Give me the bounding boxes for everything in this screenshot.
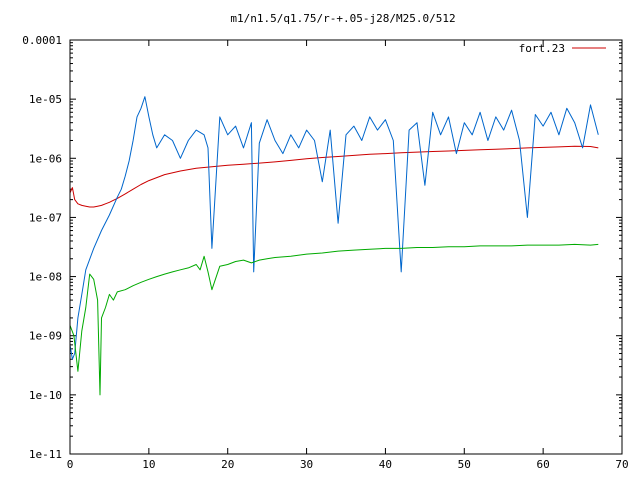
x-tick-label: 60 bbox=[537, 458, 550, 471]
y-tick-label: 1e-11 bbox=[29, 448, 62, 461]
chart-title: m1/n1.5/q1.75/r-+.05-j28/M25.0/512 bbox=[230, 12, 455, 25]
y-tick-label: 0.0001 bbox=[22, 34, 62, 47]
plot-frame bbox=[69, 39, 623, 455]
x-tick-label: 0 bbox=[67, 458, 74, 471]
series-line-unnamed-1 bbox=[69, 96, 599, 360]
x-tick-label: 30 bbox=[300, 458, 313, 471]
y-tick-label: 1e-06 bbox=[29, 152, 62, 165]
y-tick-label: 1e-05 bbox=[29, 93, 62, 106]
y-tick-label: 1e-10 bbox=[29, 389, 62, 402]
y-tick-label: 1e-08 bbox=[29, 271, 62, 284]
x-tick-label: 50 bbox=[458, 458, 471, 471]
legend: fort.23 bbox=[519, 42, 606, 55]
y-tick-label: 1e-07 bbox=[29, 211, 62, 224]
x-tick-label: 70 bbox=[615, 458, 628, 471]
legend-label-fort-23: fort.23 bbox=[519, 42, 565, 55]
series-line-fort-23 bbox=[69, 145, 599, 208]
axis-ticks: 0 10 20 30 40 50 60 70 1e-11 1e-10 1e-09 1e-08 1e-07… bbox=[22, 34, 628, 471]
x-tick-label: 20 bbox=[221, 458, 234, 471]
x-tick-label: 10 bbox=[142, 458, 155, 471]
y-tick-label: 1e-09 bbox=[29, 330, 62, 343]
series-line-unnamed-2 bbox=[69, 243, 599, 396]
series-lines bbox=[69, 96, 599, 396]
x-tick-label: 40 bbox=[379, 458, 392, 471]
